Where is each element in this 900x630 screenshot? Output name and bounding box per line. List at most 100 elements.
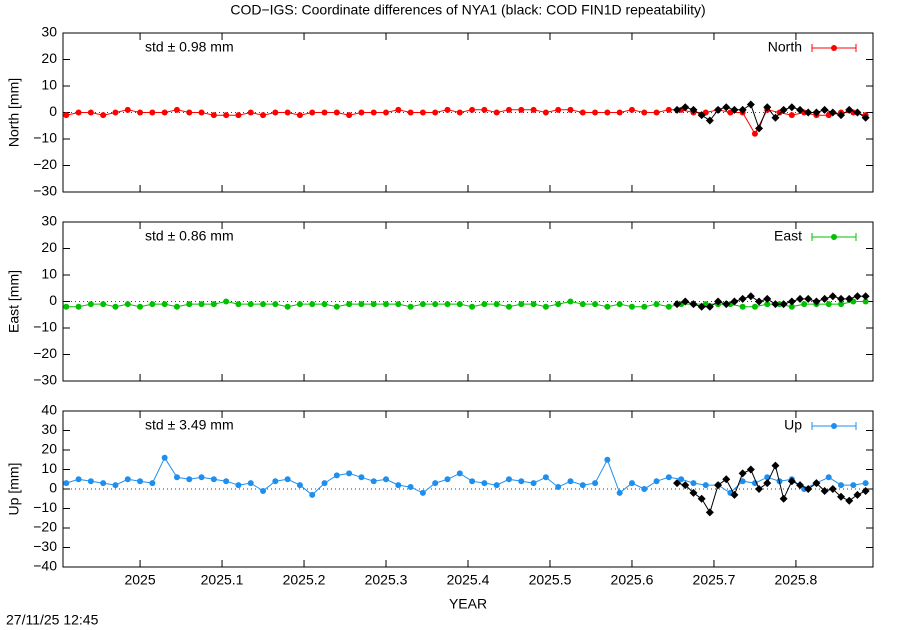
data-point [825,474,832,481]
y-tick-label: 40 [41,402,57,418]
data-point [665,474,672,481]
data-point [530,480,537,487]
data-point [346,301,353,308]
data-point [87,109,94,116]
data-point [837,111,846,120]
data-point [223,478,230,485]
data-point [75,303,82,310]
data-point [505,303,512,310]
data-point [75,109,82,116]
data-point [235,301,242,308]
y-tick-label: −20 [33,345,57,361]
data-point [87,478,94,485]
data-point [779,300,788,309]
data-point [828,108,837,117]
data-point [198,474,205,481]
data-point [751,130,758,137]
data-point [787,297,796,306]
y-tick-label: −10 [33,319,57,335]
data-point [161,301,168,308]
data-point [787,477,796,486]
data-point [838,482,845,489]
data-point [739,478,746,485]
data-point [739,303,746,310]
data-point [722,103,731,112]
data-point [697,494,706,503]
y-tick-label: −40 [33,558,57,574]
data-point [673,479,682,488]
data-point [579,301,586,308]
x-tick-label: 2025.5 [529,572,572,588]
data-point [284,109,291,116]
data-point [100,480,107,487]
data-point [518,301,525,308]
data-point [697,111,706,120]
data-point [641,486,648,492]
data-point [796,294,805,303]
data-point [518,478,525,485]
x-tick-label: 2025.1 [201,572,244,588]
x-tick-label: 2025.2 [283,572,326,588]
data-point [738,294,747,303]
data-point [697,302,706,311]
data-point [149,109,156,116]
data-point [555,106,562,113]
data-point [124,106,131,113]
data-point [714,105,723,114]
data-point [555,484,562,491]
data-point [763,294,772,303]
data-point [746,292,755,301]
data-point [689,105,698,114]
x-axis-label: YEAR [449,596,487,612]
data-point [845,105,854,114]
data-point [518,106,525,113]
data-point [456,470,463,477]
data-point [779,494,788,503]
data-point [210,476,217,483]
data-point [755,297,764,306]
data-point [653,301,660,308]
data-point [161,454,168,461]
data-point [370,478,377,485]
y-tick-label: 10 [41,266,57,282]
data-point [112,303,119,310]
data-point [604,109,611,116]
data-point [665,106,672,113]
data-point [567,106,574,113]
data-point [812,108,821,117]
data-point [186,109,193,116]
y-axis-label: East [mm] [6,270,22,333]
data-point [469,303,476,310]
data-point [722,475,731,484]
data-point [112,482,119,489]
data-point [730,105,739,114]
data-point [481,480,488,487]
data-point [87,301,94,308]
data-point [321,301,328,308]
y-tick-label: −30 [33,538,57,554]
data-point [837,294,846,303]
data-point [705,508,714,517]
data-point [235,482,242,489]
data-point [828,485,837,493]
data-point [653,109,660,116]
x-tick-label: 2025.7 [693,572,736,588]
data-point [592,109,599,116]
x-tick-label: 2025.4 [447,572,490,588]
data-point [223,112,230,119]
data-point [198,301,205,308]
data-point [628,480,635,487]
data-point [862,480,869,487]
chart-title: COD−IGS: Coordinate differences of NYA1 … [230,2,705,18]
data-point [333,303,340,310]
data-point [186,476,193,483]
data-point [592,480,599,487]
data-point [530,301,537,308]
y-tick-label: 10 [41,460,57,476]
data-point [714,481,723,490]
data-point [567,298,574,305]
annotation: std ± 3.49 mm [145,417,234,433]
data-point [616,489,623,496]
data-point [730,490,739,499]
data-point [616,301,623,308]
